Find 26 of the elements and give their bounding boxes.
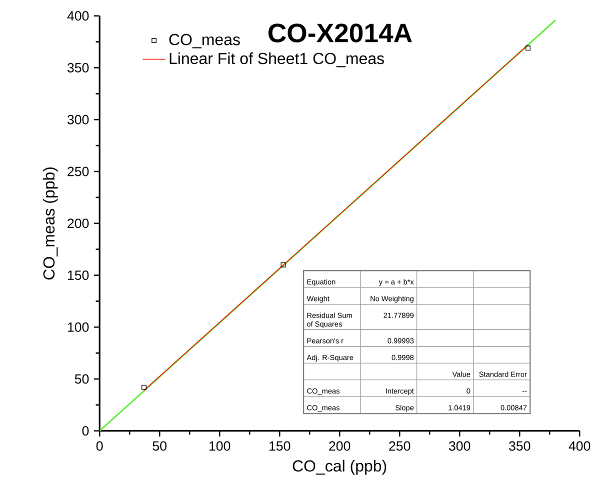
x-tick-label: 50 [152, 441, 166, 451]
y-tick-label: 100 [68, 322, 89, 332]
x-tick-label: 200 [329, 441, 350, 451]
y-tick-label: 250 [68, 166, 89, 176]
y-tick-label: 50 [74, 374, 89, 384]
x-tick-label: 350 [508, 441, 530, 451]
y-axis-title: CO_meas (ppb) [42, 167, 58, 280]
x-tick-label: 250 [389, 441, 410, 451]
y-tick-label: 0 [82, 426, 89, 436]
y-tick-label: 200 [68, 218, 89, 228]
chart-title: CO-X2014A [268, 24, 412, 42]
point [526, 46, 530, 50]
x-tick-label: 100 [210, 441, 230, 451]
y-tick-label: 400 [67, 11, 89, 21]
x-tick-label: 300 [448, 441, 470, 451]
x-tick-label: 0 [96, 441, 103, 451]
legend-label: CO_meas [169, 34, 240, 48]
x-tick-label: 400 [568, 441, 590, 451]
legend-label: Linear Fit of Sheet1 CO_meas [170, 52, 384, 68]
x-tick-label: 150 [270, 441, 290, 451]
y-tick-label: 150 [68, 270, 89, 280]
y-tick-label: 350 [67, 63, 89, 72]
y-tick-label: 300 [67, 114, 89, 124]
x-axis-title: CO_cal (ppb) [292, 460, 386, 475]
point [280, 262, 286, 268]
point [142, 384, 146, 390]
